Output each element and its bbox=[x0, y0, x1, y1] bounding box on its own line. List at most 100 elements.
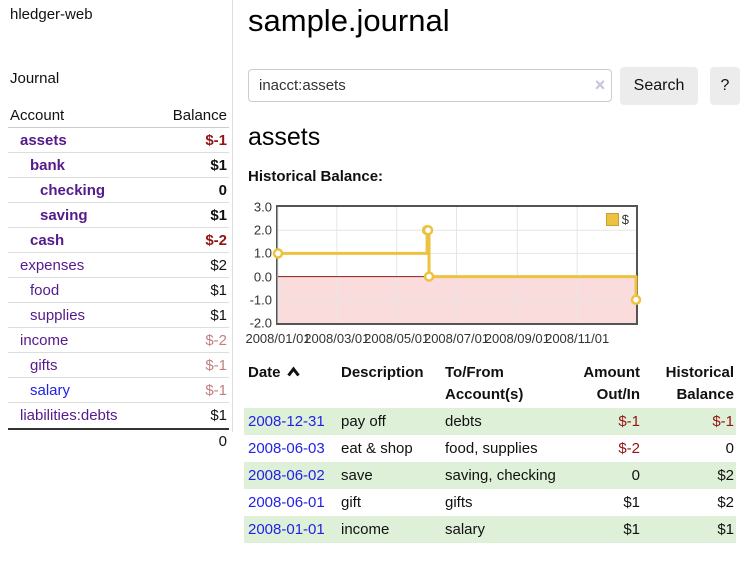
register-amount: $-1 bbox=[618, 413, 640, 430]
register-balance: $-1 bbox=[712, 413, 734, 430]
register-date-link[interactable]: 2008-12-31 bbox=[248, 413, 325, 430]
register-row: 2008-06-01 gift gifts $1 $2 bbox=[244, 489, 736, 516]
sidebar-account-link[interactable]: cash bbox=[30, 231, 65, 249]
sidebar-account-balance: $1 bbox=[210, 281, 227, 299]
sidebar-account-balance: $-1 bbox=[205, 356, 227, 374]
register-row: 2008-12-31 pay off debts $-1 $-1 bbox=[244, 408, 736, 435]
sidebar-item-journal[interactable]: Journal bbox=[10, 70, 60, 87]
accounts-total-row: 0 bbox=[8, 428, 229, 453]
main-content: sample.journal × Search ? assets Histori… bbox=[244, 0, 742, 582]
account-row: salary $-1 bbox=[8, 378, 229, 403]
x-axis-tick-label: 2008/03/01 bbox=[304, 331, 370, 346]
sidebar-account-balance: $1 bbox=[210, 206, 227, 224]
accounts-table-header: Account Balance bbox=[8, 104, 229, 128]
sidebar-account-balance: $1 bbox=[210, 156, 227, 174]
sidebar-account-link[interactable]: liabilities:debts bbox=[20, 407, 118, 424]
register-row: 2008-06-03 eat & shop food, supplies $-2 0 bbox=[244, 435, 736, 462]
account-row: supplies $1 bbox=[8, 303, 229, 328]
account-row: assets $-1 bbox=[8, 128, 229, 153]
register-description: eat & shop bbox=[341, 440, 413, 457]
register-row: 2008-06-02 save saving, checking 0 $2 bbox=[244, 462, 736, 489]
sidebar-account-link[interactable]: expenses bbox=[20, 256, 85, 274]
sidebar-account-balance: $-2 bbox=[205, 231, 227, 249]
account-row: saving $1 bbox=[8, 203, 229, 228]
sidebar-account-link[interactable]: gifts bbox=[30, 356, 58, 374]
sidebar-account-link[interactable]: supplies bbox=[30, 306, 86, 324]
register-date-link[interactable]: 2008-06-03 bbox=[248, 440, 325, 457]
register-accounts: debts bbox=[445, 413, 482, 430]
register-header-accounts: To/From Account(s) bbox=[445, 364, 524, 403]
balance-chart-canvas bbox=[272, 207, 642, 323]
sidebar-account-balance: $1 bbox=[210, 306, 227, 324]
sidebar-account-link[interactable]: food bbox=[30, 281, 60, 299]
y-axis-tick-label: 2.0 bbox=[253, 222, 272, 238]
account-row: expenses $2 bbox=[8, 253, 229, 278]
sidebar-account-link[interactable]: assets bbox=[20, 131, 67, 149]
account-row: liabilities:debts $1 bbox=[8, 403, 229, 428]
accounts-header-balance: Balance bbox=[172, 107, 227, 124]
sidebar-account-link[interactable]: checking bbox=[40, 181, 106, 199]
register-amount: $1 bbox=[623, 521, 640, 538]
register-date-link[interactable]: 2008-06-02 bbox=[248, 467, 325, 484]
sidebar-account-balance: $2 bbox=[210, 256, 227, 274]
register-balance: $2 bbox=[717, 467, 734, 484]
register-description: save bbox=[341, 467, 373, 484]
register-header-amount: Amount Out/In bbox=[583, 364, 640, 403]
y-axis-tick-label: 3.0 bbox=[253, 199, 272, 215]
register-balance: $2 bbox=[717, 494, 734, 511]
clear-search-icon[interactable]: × bbox=[594, 75, 606, 95]
search-input[interactable] bbox=[248, 69, 612, 102]
sidebar-account-balance: $-2 bbox=[205, 331, 227, 349]
page-title: sample.journal bbox=[248, 3, 450, 38]
register-table: Date Description To/From Account(s) Amou… bbox=[244, 360, 736, 543]
x-axis-tick-label: 2008/09/01 bbox=[484, 331, 550, 346]
account-row: bank $1 bbox=[8, 153, 229, 178]
x-axis-tick-label: 2008/07/01 bbox=[423, 331, 490, 346]
register-accounts: food, supplies bbox=[445, 440, 538, 457]
y-axis-tick-label: 1.0 bbox=[253, 245, 272, 261]
sidebar-account-balance: $-1 bbox=[205, 131, 227, 149]
register-balance: 0 bbox=[725, 440, 734, 457]
register-balance: $1 bbox=[717, 521, 734, 538]
register-header-balance: Historical Balance bbox=[665, 364, 734, 403]
sidebar: hledger-web Journal Account Balance asse… bbox=[0, 0, 233, 450]
legend-swatch-icon bbox=[605, 213, 619, 226]
sidebar-account-link[interactable]: salary bbox=[30, 381, 71, 399]
register-row: 2008-01-01 income salary $1 $1 bbox=[244, 516, 736, 543]
register-header-date[interactable]: Date bbox=[244, 360, 341, 406]
account-row: income $-2 bbox=[8, 328, 229, 353]
register-accounts: saving, checking bbox=[445, 467, 556, 484]
register-date-link[interactable]: 2008-01-01 bbox=[248, 521, 325, 538]
register-amount: 0 bbox=[631, 467, 640, 484]
sidebar-account-link[interactable]: saving bbox=[40, 206, 88, 224]
sidebar-account-balance: $1 bbox=[210, 407, 227, 424]
sidebar-account-balance: 0 bbox=[218, 181, 227, 199]
register-header-date-label: Date bbox=[248, 364, 281, 381]
brand-link[interactable]: hledger-web bbox=[10, 6, 93, 23]
register-amount: $-2 bbox=[618, 440, 640, 457]
chart-legend: $ bbox=[603, 211, 631, 228]
account-row: cash $-2 bbox=[8, 228, 229, 253]
accounts-table: Account Balance assets $-1 bank $1 checking 0… bbox=[8, 104, 229, 453]
register-description: gift bbox=[341, 494, 362, 511]
y-axis-tick-label: 0.0 bbox=[253, 269, 272, 285]
legend-label: $ bbox=[621, 212, 629, 227]
x-axis-tick-label: 2008/05/01 bbox=[364, 331, 430, 346]
register-accounts: salary bbox=[445, 521, 486, 538]
sidebar-account-balance: $-1 bbox=[205, 381, 227, 399]
search-button[interactable]: Search bbox=[620, 67, 698, 105]
sidebar-account-link[interactable]: income bbox=[20, 331, 69, 349]
x-axis-tick-label: 2008/01/01 bbox=[245, 331, 311, 346]
account-row: checking 0 bbox=[8, 178, 229, 203]
balance-chart: $ 3.0 2.0 1.0 0.0 -1.0 -2.0 2008/01/01 2008/03/… bbox=[244, 201, 714, 353]
register-rows: 2008-12-31 pay off debts $-1 $-1 2008-06-03 ea… bbox=[244, 408, 736, 543]
accounts-rows: assets $-1 bank $1 checking 0 saving $1 cash $-2 e… bbox=[8, 128, 229, 428]
sort-ascending-icon bbox=[286, 363, 301, 385]
y-axis-tick-label: -1.0 bbox=[249, 292, 272, 308]
help-button[interactable]: ? bbox=[710, 67, 740, 105]
sidebar-account-link[interactable]: bank bbox=[30, 156, 66, 174]
register-date-link[interactable]: 2008-06-01 bbox=[248, 494, 325, 511]
y-axis-tick-label: -2.0 bbox=[249, 315, 272, 331]
register-description: income bbox=[341, 521, 390, 538]
